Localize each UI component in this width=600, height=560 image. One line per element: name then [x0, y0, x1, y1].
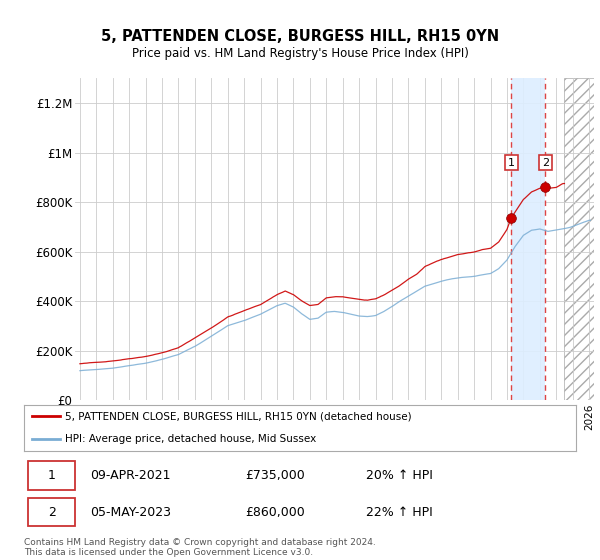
Bar	[511, 78, 545, 400]
Bar	[565, 78, 600, 400]
Text: 5, PATTENDEN CLOSE, BURGESS HILL, RH15 0YN (detached house): 5, PATTENDEN CLOSE, BURGESS HILL, RH15 0…	[65, 412, 412, 421]
Text: 09-APR-2021: 09-APR-2021	[90, 469, 171, 482]
FancyBboxPatch shape	[28, 460, 76, 491]
Text: 1: 1	[47, 469, 56, 482]
Text: £860,000: £860,000	[245, 506, 305, 519]
Text: 5, PATTENDEN CLOSE, BURGESS HILL, RH15 0YN: 5, PATTENDEN CLOSE, BURGESS HILL, RH15 0…	[101, 29, 499, 44]
Text: 20% ↑ HPI: 20% ↑ HPI	[366, 469, 433, 482]
Text: 2: 2	[542, 157, 549, 167]
Text: Contains HM Land Registry data © Crown copyright and database right 2024.
This d: Contains HM Land Registry data © Crown c…	[24, 538, 376, 557]
Text: HPI: Average price, detached house, Mid Sussex: HPI: Average price, detached house, Mid …	[65, 435, 317, 444]
Text: 05-MAY-2023: 05-MAY-2023	[90, 506, 171, 519]
Text: 22% ↑ HPI: 22% ↑ HPI	[366, 506, 433, 519]
Text: 2: 2	[47, 506, 56, 519]
Text: Price paid vs. HM Land Registry's House Price Index (HPI): Price paid vs. HM Land Registry's House …	[131, 46, 469, 60]
Text: 1: 1	[508, 157, 515, 167]
FancyBboxPatch shape	[28, 498, 76, 526]
Text: £735,000: £735,000	[245, 469, 305, 482]
